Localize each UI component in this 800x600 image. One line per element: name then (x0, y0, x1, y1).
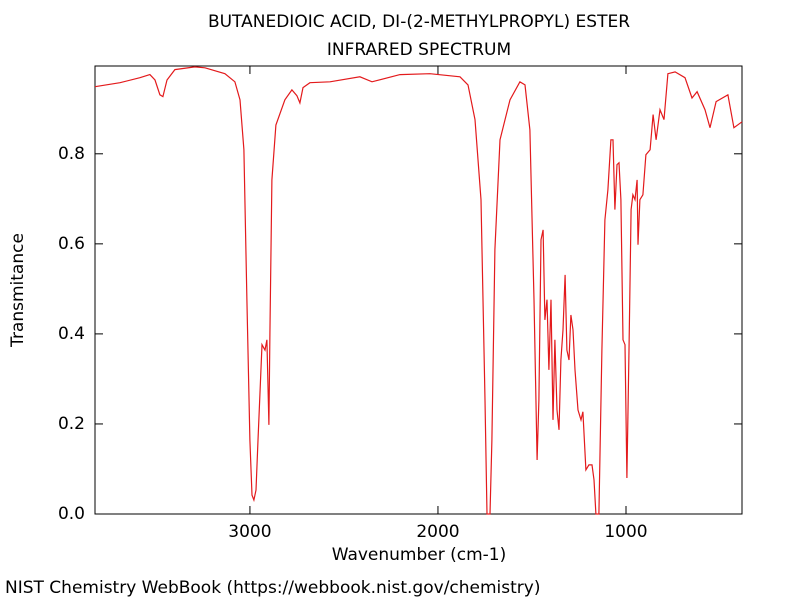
x-tick-label: 2000 (416, 522, 459, 542)
chart-title: BUTANEDIOIC ACID, DI-(2-METHYLPROPYL) ES… (208, 12, 630, 32)
plot-frame (94, 65, 743, 515)
credit: NIST Chemistry WebBook (https://webbook.… (5, 578, 540, 598)
spectrum-line (94, 66, 743, 515)
x-axis-label: Wavenumber (cm-1) (332, 545, 507, 565)
y-tick-label: 0.0 (58, 504, 85, 524)
x-tick-label: 3000 (228, 522, 271, 542)
x-tick-label: 1000 (604, 522, 647, 542)
y-tick-label: 0.8 (58, 144, 85, 164)
chart-subtitle: INFRARED SPECTRUM (327, 40, 511, 60)
y-tick-label: 0.6 (58, 234, 85, 254)
y-axis-label: Transmitance (8, 233, 28, 348)
y-tick-label: 0.2 (58, 414, 85, 434)
y-tick-label: 0.4 (58, 324, 85, 344)
